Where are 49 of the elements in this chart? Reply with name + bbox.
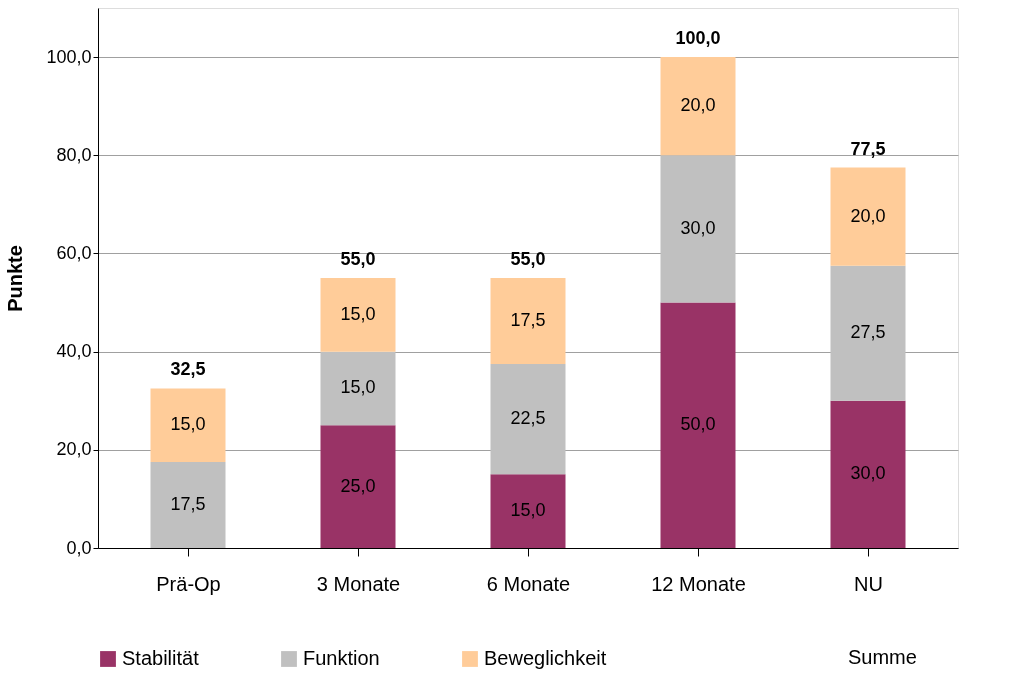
bar bbox=[660, 155, 736, 303]
data-label: 20,0 bbox=[850, 205, 886, 226]
data-label: 15,0 bbox=[340, 303, 376, 324]
x-tick-label: 3 Monate bbox=[316, 572, 401, 595]
x-tick-label: 6 Monate bbox=[486, 572, 571, 595]
y-tick-label: 60,0 bbox=[56, 242, 92, 263]
x-tick-label: 12 Monate bbox=[651, 572, 746, 595]
data-label: 17,5 bbox=[170, 494, 206, 515]
x-tick-label: NU bbox=[854, 572, 883, 595]
data-label: 25,0 bbox=[340, 475, 376, 496]
y-tick-label: 40,0 bbox=[56, 341, 92, 362]
legend-label: Beweglichkeit bbox=[484, 647, 607, 669]
bar bbox=[490, 363, 566, 475]
data-label: 50,0 bbox=[680, 414, 716, 435]
bar bbox=[490, 278, 566, 364]
bar bbox=[660, 302, 736, 548]
data-label: 30,0 bbox=[850, 463, 886, 484]
text: Summe bbox=[848, 646, 917, 668]
y-tick-label: 20,0 bbox=[56, 439, 92, 460]
legend-label: Funktion bbox=[303, 647, 380, 669]
bar bbox=[150, 462, 226, 548]
y-tick-label: 0,0 bbox=[66, 537, 92, 558]
bar bbox=[320, 425, 396, 548]
bar bbox=[830, 400, 906, 548]
data-label: 22,5 bbox=[510, 408, 546, 429]
data-label: 15,0 bbox=[170, 414, 206, 435]
bar bbox=[320, 351, 396, 426]
y-tick-label: 80,0 bbox=[56, 144, 92, 165]
data-label: 20,0 bbox=[680, 95, 716, 116]
data-label: 27,5 bbox=[850, 322, 886, 343]
total-label: 55,0 bbox=[510, 249, 546, 269]
bar bbox=[320, 278, 396, 352]
data-label: 30,0 bbox=[680, 217, 716, 238]
y-axis-title: Punkte bbox=[4, 245, 27, 312]
total-label: 32,5 bbox=[170, 359, 206, 380]
bar bbox=[490, 474, 566, 548]
total-label: 55,0 bbox=[340, 249, 376, 269]
y-tick-label: 100,0 bbox=[46, 46, 92, 67]
x-tick-label: Prä-Op bbox=[156, 572, 221, 595]
bar bbox=[830, 167, 906, 266]
legend-label: Stabilität bbox=[122, 647, 200, 669]
data-label: 15,0 bbox=[510, 500, 546, 521]
total-label: 100,0 bbox=[675, 28, 721, 49]
bar bbox=[830, 265, 906, 401]
data-label: 15,0 bbox=[340, 377, 376, 398]
data-label: 17,5 bbox=[510, 309, 546, 330]
total-label: 77,5 bbox=[850, 138, 886, 159]
bar bbox=[150, 388, 226, 463]
bar bbox=[660, 57, 736, 156]
